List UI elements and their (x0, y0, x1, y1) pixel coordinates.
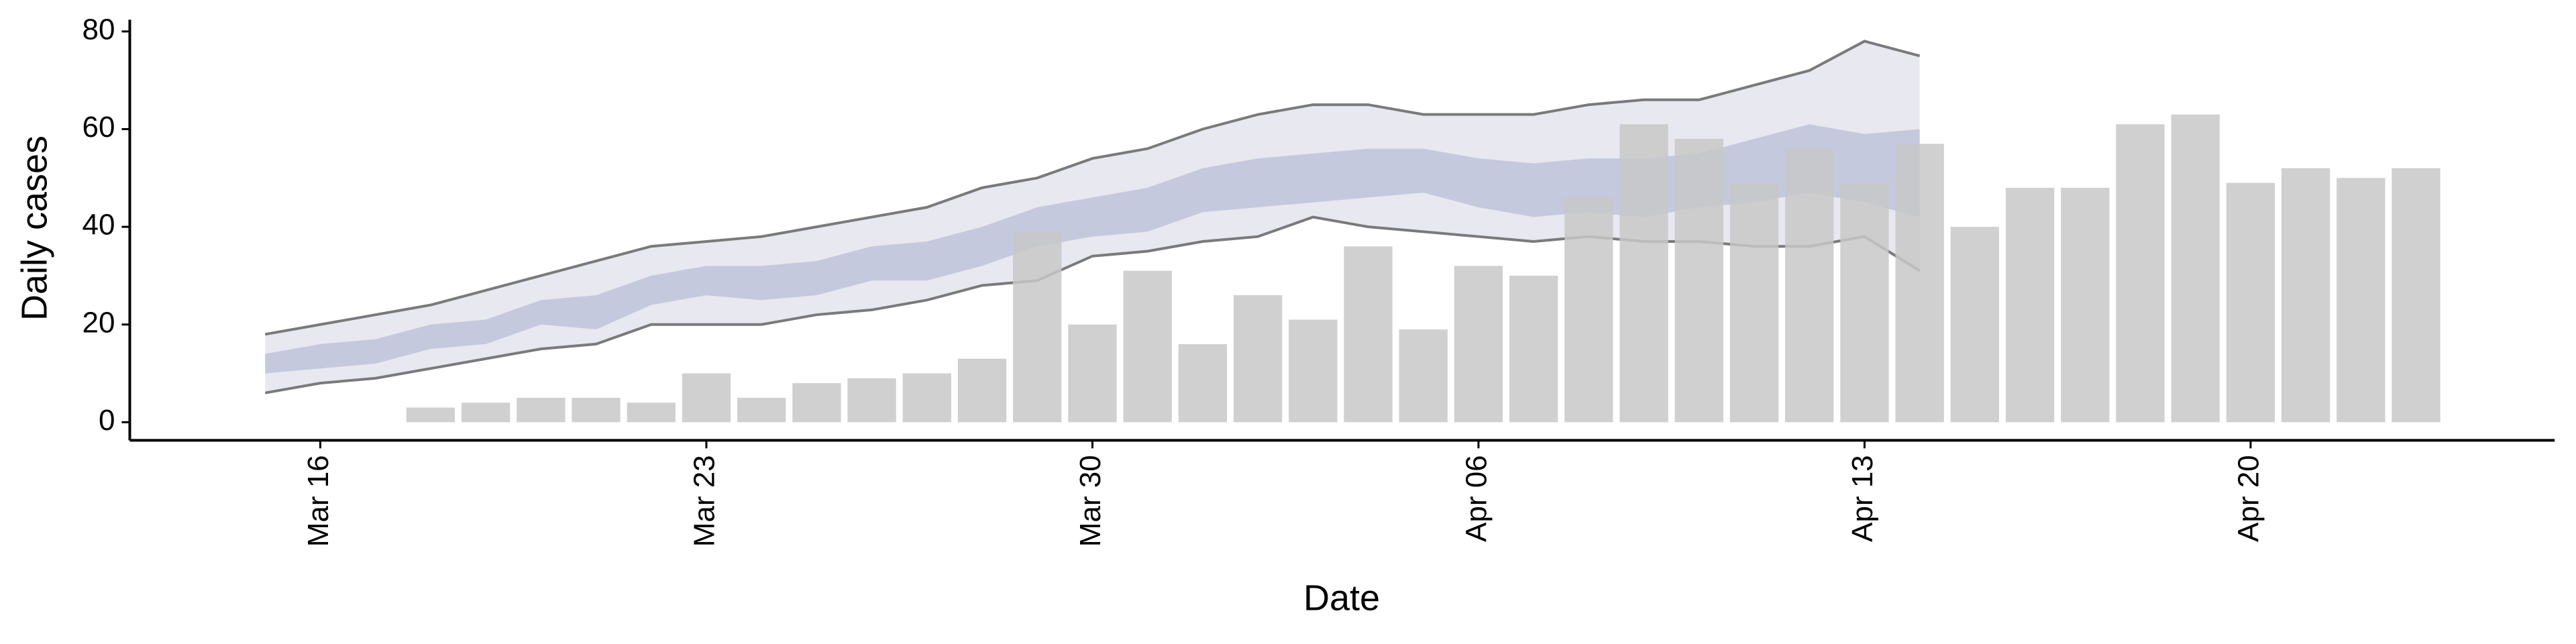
y-tick-label: 40 (83, 209, 115, 241)
bar (1895, 144, 1944, 423)
bar (957, 358, 1007, 423)
bar (1840, 182, 1889, 423)
x-tick-label: Mar 30 (1074, 455, 1107, 547)
bar (2061, 187, 2110, 423)
band (265, 124, 1920, 374)
bar (627, 402, 676, 423)
bar (572, 397, 621, 423)
x-tick-label: Mar 16 (302, 455, 335, 547)
bar (2116, 124, 2165, 423)
bar (737, 397, 786, 423)
bar (902, 373, 951, 423)
bar (461, 402, 511, 423)
bar (1564, 197, 1613, 423)
bar (1068, 324, 1117, 423)
x-axis-label: Date (1303, 578, 1380, 618)
bar (847, 378, 896, 423)
y-tick-label: 60 (83, 111, 115, 144)
x-tick-label: Apr 13 (1846, 455, 1879, 542)
y-tick-label: 0 (99, 404, 115, 437)
bar (2005, 187, 2055, 423)
bar (1399, 329, 1448, 423)
y-tick-label: 20 (83, 306, 115, 339)
bar (1123, 270, 1172, 423)
bar (2392, 168, 2440, 423)
bar (1950, 227, 2000, 423)
bar (1729, 182, 1779, 423)
bar (2337, 178, 2385, 423)
bar (2281, 168, 2330, 423)
y-axis-label: Daily cases (14, 136, 54, 321)
x-tick-label: Mar 23 (688, 455, 721, 547)
bar (1289, 319, 1338, 423)
bar (2171, 114, 2220, 423)
bar (2226, 182, 2275, 423)
bar (1233, 295, 1283, 423)
bar (1619, 124, 1668, 423)
bar (1509, 275, 1558, 423)
bar (792, 383, 841, 423)
x-tick-label: Apr 06 (1460, 455, 1493, 542)
x-tick-label: Apr 20 (2233, 455, 2265, 542)
bar (406, 407, 455, 423)
bar (1013, 231, 1062, 423)
y-tick-label: 80 (83, 13, 115, 46)
bar (682, 373, 731, 423)
bar (1674, 139, 1723, 423)
bar (1785, 148, 1834, 423)
bar (1178, 343, 1228, 423)
bar (1344, 246, 1393, 423)
bar (1454, 266, 1503, 423)
band-line (264, 40, 1921, 336)
bar (517, 397, 566, 423)
